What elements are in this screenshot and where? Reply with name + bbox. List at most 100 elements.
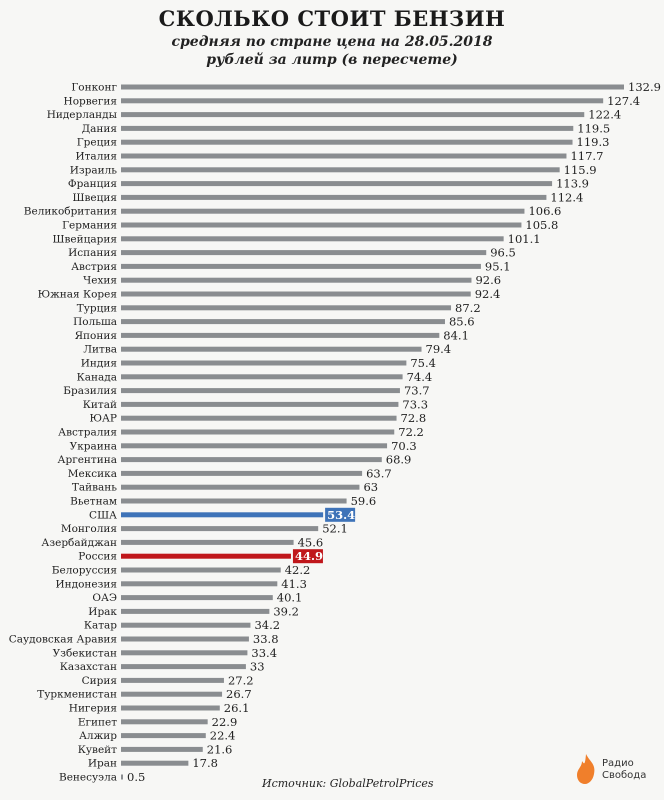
bar — [121, 677, 224, 683]
category-label: Сирия — [82, 675, 118, 687]
category-label: Азербайджан — [41, 537, 117, 549]
category-label: Мексика — [68, 468, 117, 480]
bar — [121, 691, 223, 697]
category-label: Монголия — [61, 523, 118, 535]
category-label: Великобритания — [24, 206, 118, 218]
value-label: 44.9 — [295, 549, 323, 563]
value-label: 106.6 — [528, 204, 561, 218]
value-label: 87.2 — [455, 301, 481, 315]
chart-subtitle-units: рублей за литр (в пересчете) — [206, 52, 458, 68]
bar — [121, 98, 604, 104]
bar — [121, 125, 574, 131]
bar — [121, 346, 422, 352]
value-label: 40.1 — [277, 591, 303, 605]
category-label: Турция — [77, 302, 118, 314]
category-label: Дания — [82, 123, 118, 135]
bar — [121, 746, 203, 752]
source-note: Источник: GlobalPetrolPrices — [262, 777, 434, 790]
bar — [121, 84, 624, 90]
value-label: 96.5 — [490, 246, 516, 260]
value-label: 132.9 — [628, 80, 661, 94]
value-label: 72.2 — [398, 425, 424, 439]
category-label: Казахстан — [60, 661, 117, 673]
bar — [121, 263, 481, 269]
radio-svoboda-flame-icon — [577, 754, 595, 784]
bar — [121, 388, 400, 394]
bar — [121, 567, 281, 573]
category-label: США — [89, 509, 117, 521]
bar — [121, 650, 248, 656]
category-label: ЮАР — [89, 413, 117, 425]
category-label: Алжир — [79, 730, 117, 742]
category-label: Швейцария — [53, 233, 118, 245]
value-label: 112.4 — [550, 190, 583, 204]
value-label: 84.1 — [443, 328, 469, 342]
highlight-value-box — [325, 507, 356, 522]
bar — [121, 526, 319, 532]
category-label: Израиль — [70, 164, 118, 176]
value-label: 22.4 — [210, 729, 236, 743]
bar — [121, 553, 291, 559]
value-label: 27.2 — [228, 673, 254, 687]
value-label: 33.8 — [253, 632, 279, 646]
value-label: 42.2 — [285, 563, 311, 577]
bar — [121, 332, 440, 338]
bar — [121, 415, 397, 421]
category-label: Вьетнам — [70, 496, 117, 508]
bar — [121, 595, 273, 601]
bar — [121, 443, 388, 449]
value-label: 33 — [250, 660, 265, 674]
category-label: Индия — [81, 358, 118, 370]
bar — [121, 608, 270, 614]
value-label: 113.9 — [556, 177, 589, 191]
bar — [121, 622, 251, 628]
logo-text: Радио Свобода — [602, 758, 646, 782]
category-label: Катар — [84, 620, 117, 632]
bar — [121, 581, 278, 587]
logo-line-2: Свобода — [602, 770, 647, 781]
value-label: 72.8 — [401, 411, 427, 425]
category-label: Египет — [78, 716, 117, 728]
bar — [121, 305, 452, 311]
category-label: Франция — [68, 178, 117, 190]
value-label: 73.3 — [402, 397, 428, 411]
value-label: 59.6 — [351, 494, 377, 508]
value-label: 95.1 — [485, 259, 511, 273]
value-label: 63 — [363, 480, 378, 494]
category-label: Ирак — [88, 606, 117, 618]
value-label: 0.5 — [127, 770, 145, 784]
category-label: Тайвань — [72, 482, 117, 494]
value-label: 45.6 — [298, 535, 324, 549]
category-label: Украина — [70, 440, 117, 452]
bar — [121, 498, 347, 504]
value-label: 34.2 — [254, 618, 280, 632]
bar — [121, 222, 522, 228]
bar — [121, 484, 360, 490]
value-label: 101.1 — [508, 232, 541, 246]
bar — [121, 705, 220, 711]
chart-subtitle-date: средняя по стране цена на 28.05.2018 — [171, 34, 493, 50]
value-label: 119.5 — [577, 121, 610, 135]
value-label: 63.7 — [366, 466, 392, 480]
bar — [121, 401, 399, 407]
bar — [121, 291, 471, 297]
bar — [121, 153, 567, 159]
category-label: Южная Корея — [38, 289, 118, 301]
category-label: Узбекистан — [53, 647, 117, 659]
category-label: Аргентина — [58, 454, 117, 466]
category-label: Швеция — [73, 192, 118, 204]
category-label: Китай — [83, 399, 117, 411]
bar — [121, 112, 585, 118]
bar — [121, 539, 294, 545]
highlight-value-box — [292, 549, 323, 564]
bar — [121, 470, 363, 476]
bar — [121, 760, 189, 766]
category-label: Гонконг — [71, 82, 117, 94]
category-label: Канада — [77, 371, 117, 383]
category-label: ОАЭ — [92, 592, 117, 604]
category-label: Австралия — [58, 427, 117, 439]
value-label: 22.9 — [212, 715, 238, 729]
category-label: Нидерланды — [47, 109, 117, 121]
bar — [121, 512, 324, 518]
